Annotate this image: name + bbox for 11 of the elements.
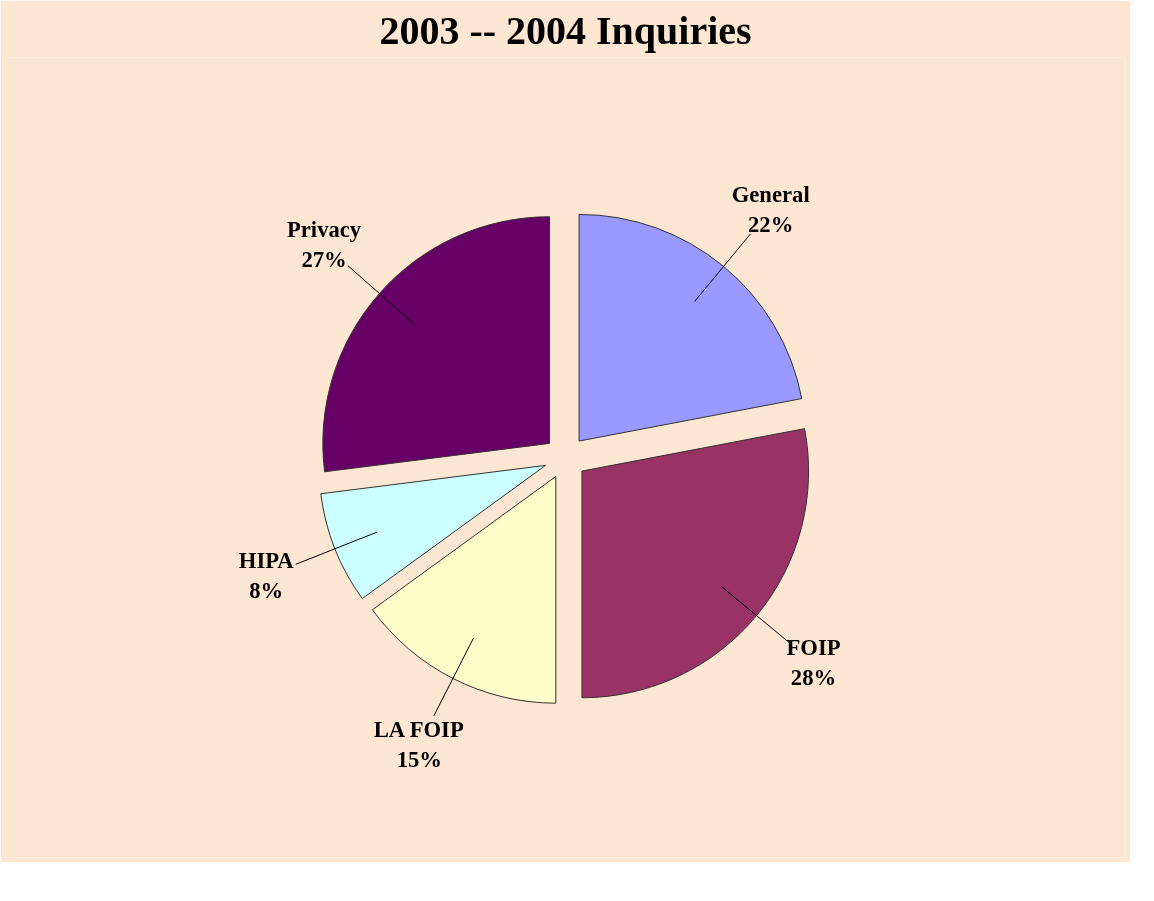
data-label: 15% (396, 746, 443, 772)
slice-label: FOIP (786, 635, 841, 661)
slice-label: LA FOIP (373, 716, 464, 742)
slice-label: Privacy (286, 217, 362, 243)
chart-title: 2003 -- 2004 Inquiries (379, 7, 752, 53)
slice-label: HIPA (238, 548, 295, 574)
data-label: 8% (249, 578, 284, 604)
data-label: 28% (790, 665, 837, 691)
data-label: 27% (301, 247, 347, 273)
data-label: 22% (748, 212, 794, 237)
slice-label: General (731, 182, 810, 207)
